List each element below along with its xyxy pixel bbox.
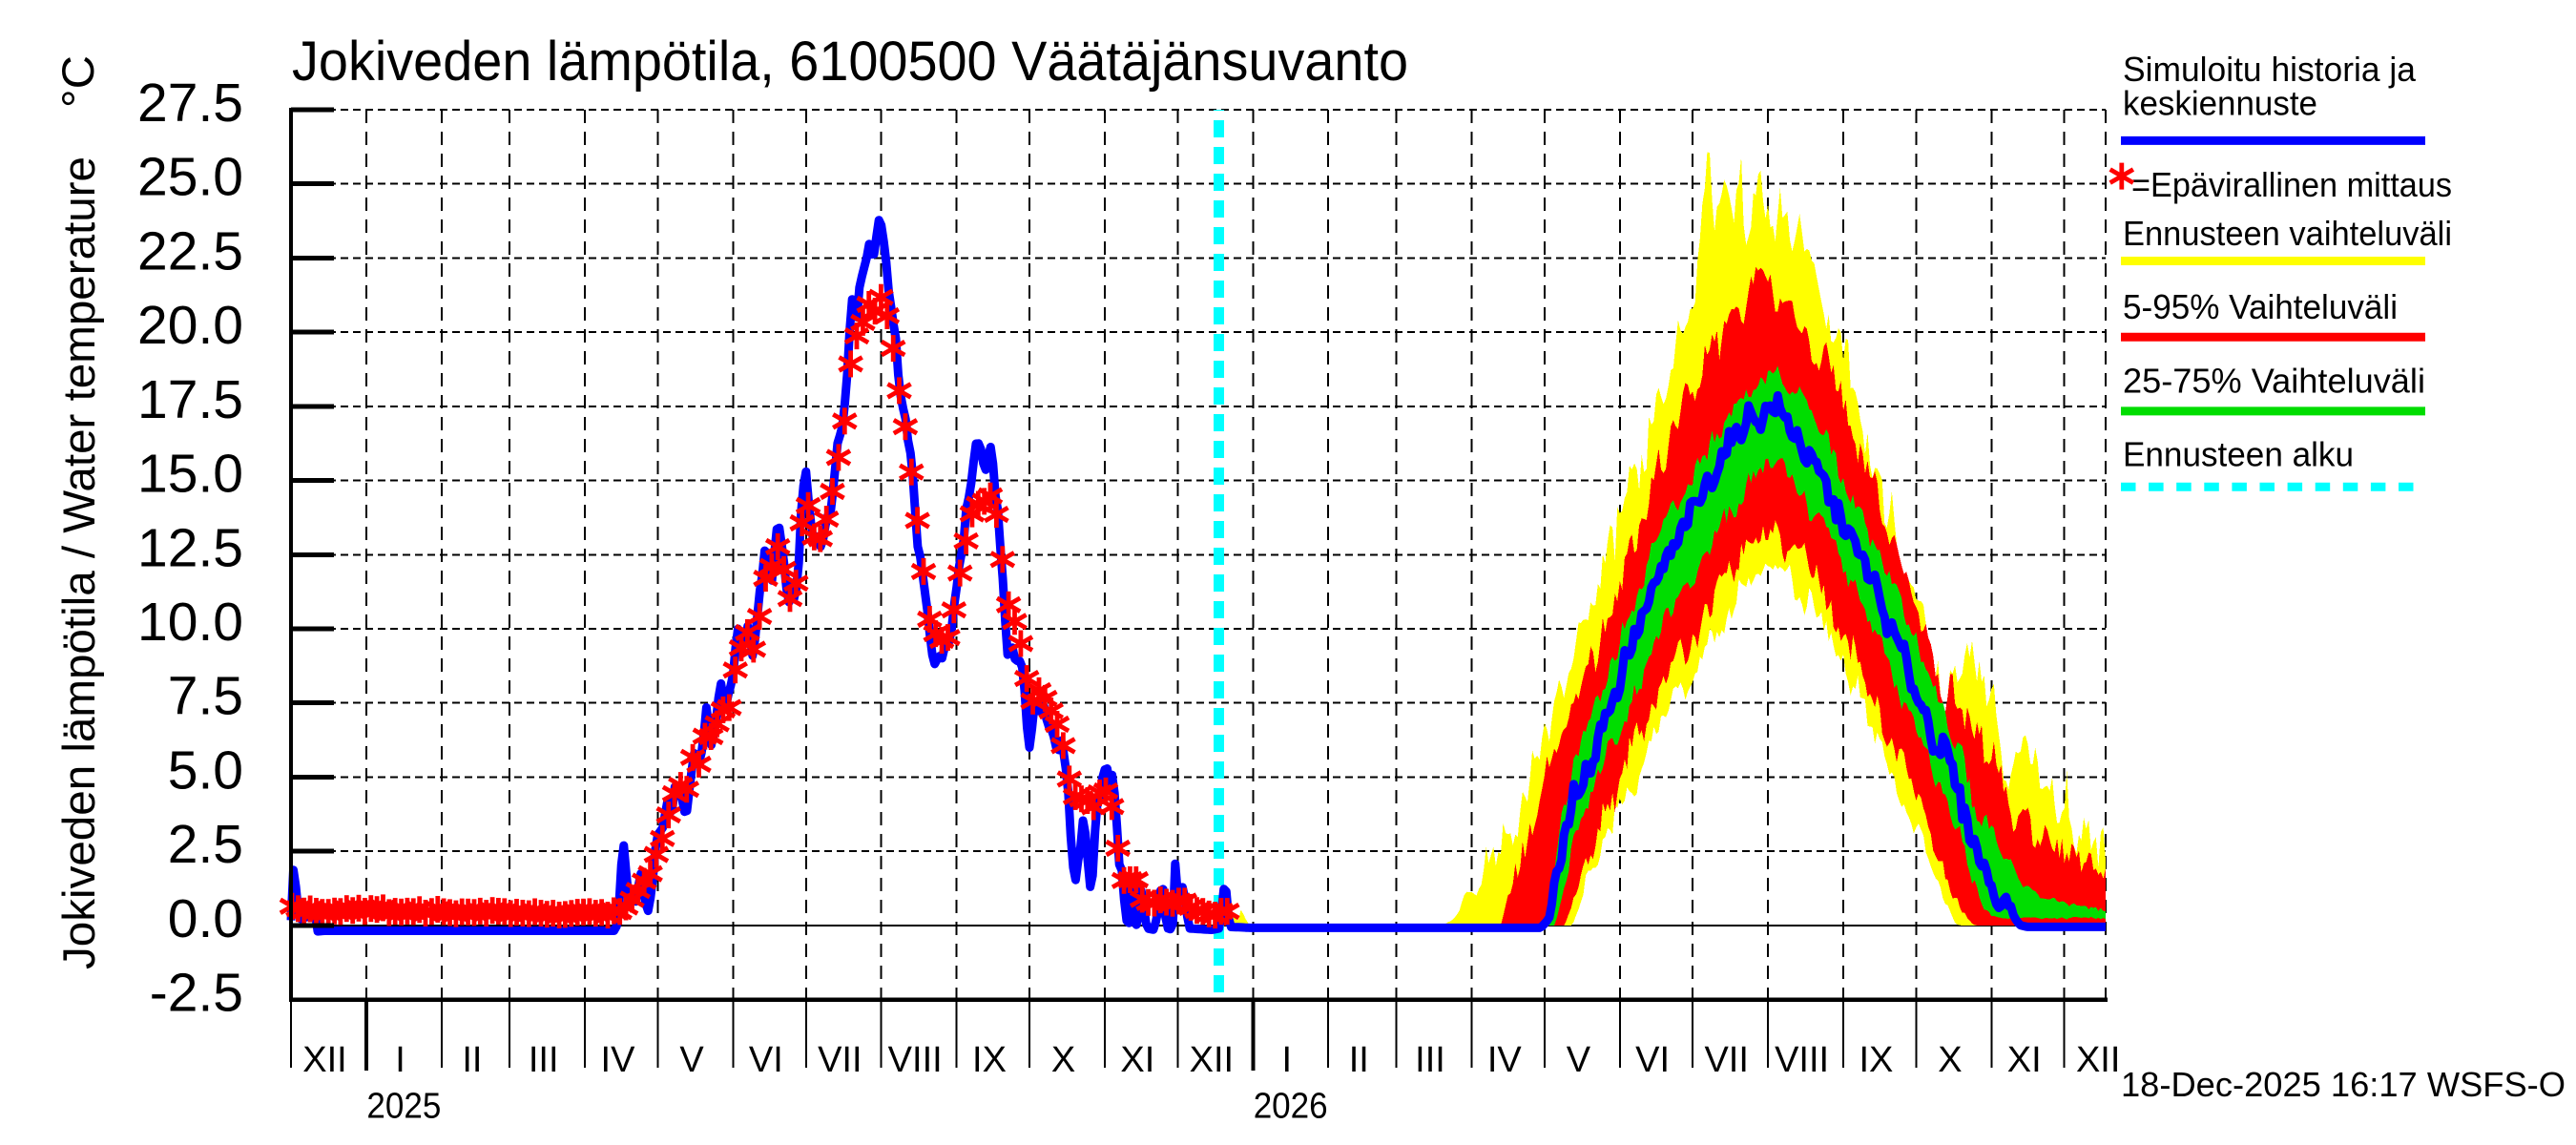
- svg-text:2025: 2025: [366, 1086, 441, 1126]
- svg-text:V: V: [1567, 1040, 1591, 1080]
- svg-text:X: X: [1051, 1040, 1075, 1080]
- svg-text:II: II: [462, 1040, 482, 1080]
- svg-text:22.5: 22.5: [137, 220, 243, 281]
- svg-text:17.5: 17.5: [137, 369, 243, 430]
- svg-text:25-75% Vaihteluväli: 25-75% Vaihteluväli: [2123, 361, 2425, 400]
- svg-text:2026: 2026: [1254, 1086, 1328, 1126]
- svg-text:XII: XII: [2076, 1040, 2120, 1080]
- svg-text:Ennusteen alku: Ennusteen alku: [2123, 435, 2354, 474]
- svg-text:II: II: [1349, 1040, 1369, 1080]
- svg-text:18-Dec-2025 16:17 WSFS-O: 18-Dec-2025 16:17 WSFS-O: [2121, 1065, 2566, 1104]
- svg-text:7.5: 7.5: [168, 666, 243, 727]
- svg-text:VII: VII: [1704, 1040, 1748, 1080]
- svg-text:V: V: [679, 1040, 704, 1080]
- svg-text:VIII: VIII: [1775, 1040, 1829, 1080]
- svg-text:VIII: VIII: [888, 1040, 943, 1080]
- svg-text:IX: IX: [1859, 1040, 1893, 1080]
- svg-text:IX: IX: [972, 1040, 1007, 1080]
- svg-text:IV: IV: [601, 1040, 636, 1080]
- svg-text:=Epävirallinen mittaus: =Epävirallinen mittaus: [2131, 165, 2452, 204]
- svg-text:VI: VI: [749, 1040, 783, 1080]
- svg-text:-2.5: -2.5: [150, 963, 243, 1024]
- svg-text:0.0: 0.0: [168, 888, 243, 949]
- svg-text:°C: °C: [53, 55, 104, 108]
- svg-text:20.0: 20.0: [137, 295, 243, 356]
- svg-text:5-95% Vaihteluväli: 5-95% Vaihteluväli: [2123, 287, 2398, 326]
- svg-text:XI: XI: [2007, 1040, 2042, 1080]
- svg-text:III: III: [1415, 1040, 1445, 1080]
- svg-text:15.0: 15.0: [137, 444, 243, 505]
- svg-text:12.5: 12.5: [137, 517, 243, 578]
- svg-text:2.5: 2.5: [168, 814, 243, 875]
- svg-text:XII: XII: [302, 1040, 346, 1080]
- svg-text:VI: VI: [1635, 1040, 1670, 1080]
- svg-text:Ennusteen vaihteluväli: Ennusteen vaihteluväli: [2123, 214, 2452, 253]
- svg-text:25.0: 25.0: [137, 147, 243, 208]
- svg-text:I: I: [1282, 1040, 1293, 1080]
- svg-text:III: III: [529, 1040, 559, 1080]
- svg-text:27.5: 27.5: [137, 73, 243, 134]
- svg-text:XI: XI: [1120, 1040, 1154, 1080]
- svg-text:X: X: [1938, 1040, 1962, 1080]
- svg-text:I: I: [395, 1040, 405, 1080]
- svg-text:Simuloitu historia ja: Simuloitu historia ja: [2123, 50, 2417, 89]
- svg-text:10.0: 10.0: [137, 592, 243, 653]
- svg-text:VII: VII: [818, 1040, 862, 1080]
- svg-text:Jokiveden lämpötila / Water te: Jokiveden lämpötila / Water temperature: [54, 156, 105, 969]
- svg-text:keskiennuste: keskiennuste: [2123, 84, 2317, 123]
- svg-text:5.0: 5.0: [168, 740, 243, 802]
- svg-text:Jokiveden lämpötila, 6100500 V: Jokiveden lämpötila, 6100500 Väätäjänsuv…: [292, 31, 1408, 93]
- svg-text:IV: IV: [1487, 1040, 1523, 1080]
- svg-text:XII: XII: [1190, 1040, 1234, 1080]
